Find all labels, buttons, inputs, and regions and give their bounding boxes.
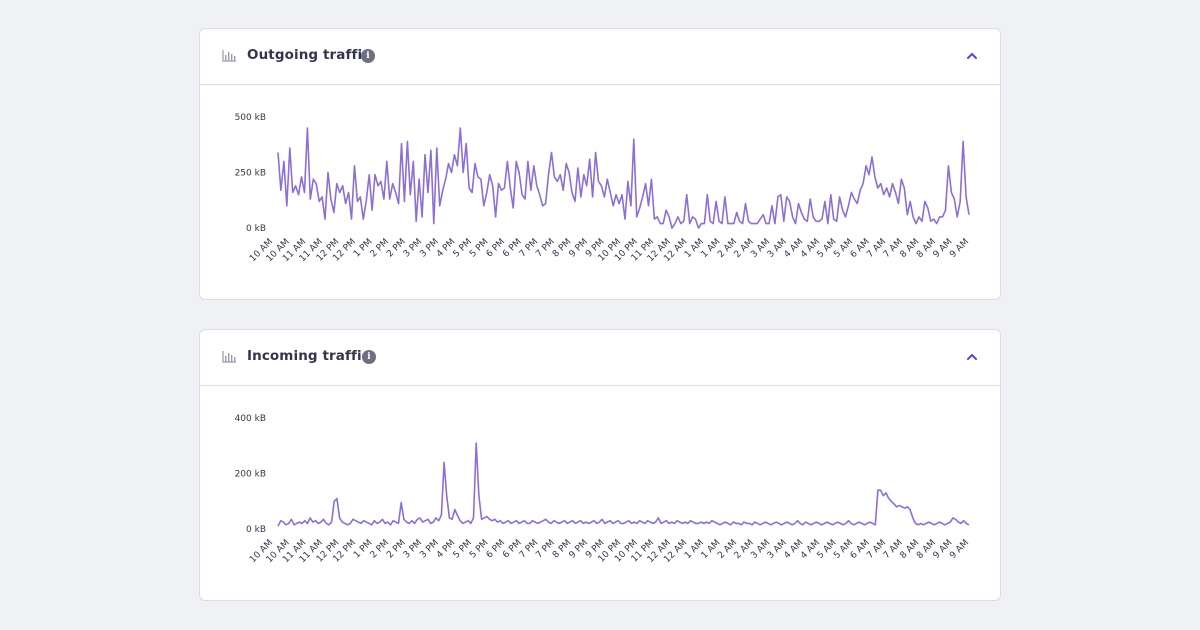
- y-tick-label: 0 kB: [246, 525, 266, 535]
- x-tick-label: 9 AM: [948, 237, 971, 260]
- y-tick-label: 500 kB: [235, 113, 266, 123]
- series-line: [277, 442, 970, 527]
- info-icon[interactable]: i: [361, 49, 375, 63]
- y-tick-label: 250 kB: [235, 169, 266, 179]
- panel-title: Outgoing traffic: [247, 47, 371, 63]
- series-line: [277, 127, 970, 229]
- y-tick-label: 400 kB: [235, 414, 266, 424]
- bar-chart-icon: [222, 50, 236, 62]
- chevron-up-icon[interactable]: [966, 51, 978, 61]
- chevron-up-icon[interactable]: [966, 352, 978, 362]
- y-tick-label: 0 kB: [246, 224, 266, 234]
- panel-title: Incoming traffic: [247, 348, 370, 364]
- x-tick-label: 9 AM: [948, 538, 971, 561]
- card-header: Outgoing traffic i: [200, 29, 1000, 85]
- y-tick-label: 200 kB: [235, 470, 266, 480]
- outgoing-traffic-card: Outgoing traffic i 500 kB 250 kB 0 kB 10 AM…: [199, 28, 1001, 300]
- card-header: Incoming traffic i: [200, 330, 1000, 386]
- info-icon[interactable]: i: [362, 350, 376, 364]
- incoming-traffic-card: Incoming traffic i 400 kB 200 kB 0 kB 10 AM…: [199, 329, 1001, 601]
- bar-chart-icon: [222, 351, 236, 363]
